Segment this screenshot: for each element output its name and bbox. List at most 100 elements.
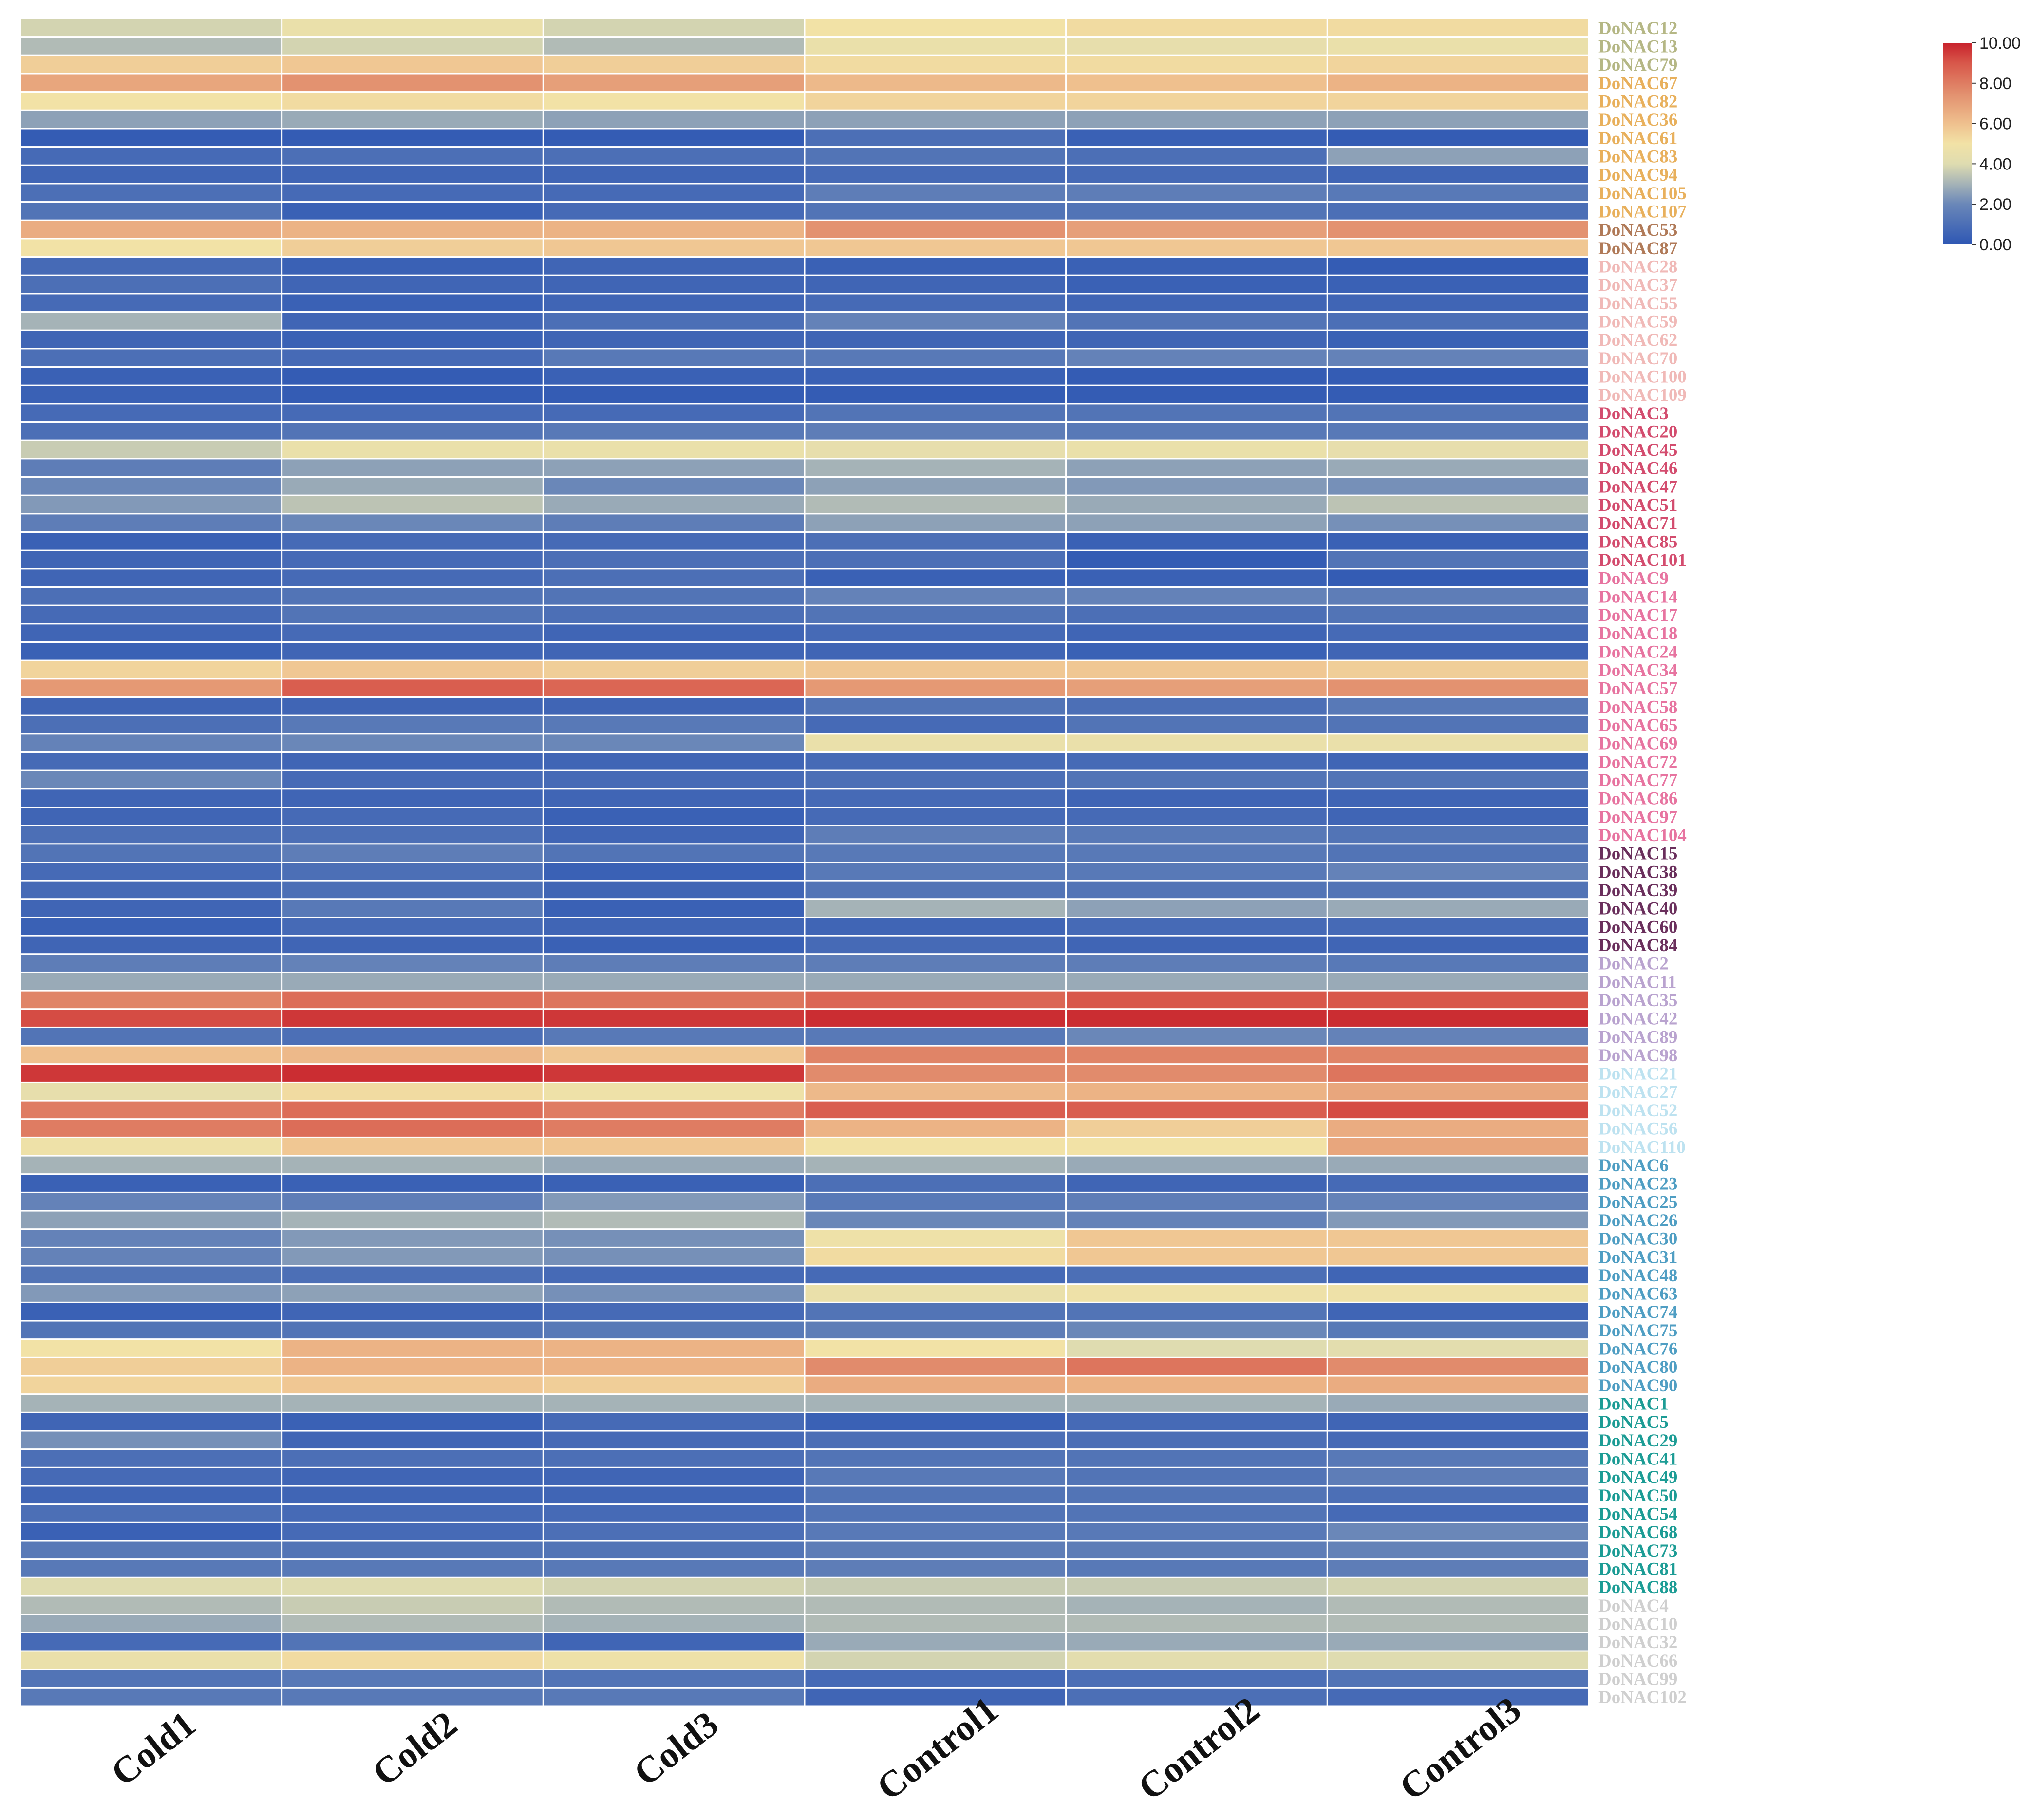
row-label: DoNAC110 xyxy=(1598,1137,1686,1157)
heatmap-cell xyxy=(281,183,544,203)
heatmap-cell xyxy=(281,73,544,93)
heatmap-cell xyxy=(542,1614,806,1633)
heatmap-cell xyxy=(1065,641,1328,661)
heatmap-cell xyxy=(804,311,1067,331)
heatmap-cell xyxy=(804,751,1067,771)
heatmap-cell xyxy=(804,641,1067,661)
heatmap-cell xyxy=(19,1393,283,1413)
row-label: DoNAC46 xyxy=(1598,459,1677,479)
heatmap-cell xyxy=(1065,164,1328,185)
heatmap-cell xyxy=(542,1558,806,1578)
row-label: DoNAC68 xyxy=(1598,1522,1677,1542)
heatmap-cell xyxy=(1065,183,1328,203)
heatmap-cell xyxy=(1065,1210,1328,1230)
heatmap-cell xyxy=(804,659,1067,680)
heatmap-cell xyxy=(19,293,283,313)
heatmap-cell xyxy=(804,1576,1067,1597)
row-label: DoNAC37 xyxy=(1598,275,1677,295)
row-label: DoNAC28 xyxy=(1598,257,1677,277)
heatmap-cell xyxy=(542,990,806,1010)
heatmap-cell xyxy=(1065,1136,1328,1157)
heatmap-cell xyxy=(1065,916,1328,937)
heatmap-cell xyxy=(19,329,283,350)
row-label: DoNAC104 xyxy=(1598,826,1687,845)
heatmap-cell xyxy=(542,54,806,75)
heatmap-cell xyxy=(281,1595,544,1615)
heatmap-cell xyxy=(542,1503,806,1523)
heatmap-cell xyxy=(1326,54,1590,75)
heatmap-cell xyxy=(542,293,806,313)
row-label: DoNAC3 xyxy=(1598,404,1669,424)
heatmap-cell xyxy=(1326,1393,1590,1413)
heatmap-cell xyxy=(542,586,806,606)
heatmap-cell xyxy=(1326,1283,1590,1303)
heatmap-cell xyxy=(1326,146,1590,166)
heatmap-cell xyxy=(1065,1521,1328,1542)
heatmap-cell xyxy=(542,641,806,661)
heatmap-cell xyxy=(1326,1356,1590,1377)
heatmap-cell xyxy=(281,421,544,441)
heatmap-cell xyxy=(1326,1265,1590,1285)
row-label: DoNAC88 xyxy=(1598,1577,1677,1597)
heatmap-cell xyxy=(1065,91,1328,111)
heatmap-cell xyxy=(542,403,806,423)
heatmap-cell xyxy=(1326,678,1590,698)
heatmap-cell xyxy=(1065,1632,1328,1652)
heatmap-cell xyxy=(804,898,1067,918)
heatmap-cell xyxy=(19,1301,283,1322)
row-label: DoNAC85 xyxy=(1598,532,1677,552)
heatmap-cell xyxy=(804,1687,1067,1707)
row-label: DoNAC39 xyxy=(1598,881,1677,901)
heatmap-cell xyxy=(1326,274,1590,295)
heatmap-cell xyxy=(542,953,806,973)
heatmap-cell xyxy=(281,641,544,661)
heatmap-cell xyxy=(542,1173,806,1193)
heatmap-cell xyxy=(804,384,1067,405)
heatmap-cell xyxy=(804,1503,1067,1523)
heatmap-cell xyxy=(1326,1503,1590,1523)
heatmap-cell xyxy=(19,1191,283,1212)
heatmap-cell xyxy=(1065,476,1328,496)
heatmap-cell xyxy=(804,714,1067,735)
legend-tick-label: 10.00 xyxy=(1979,34,2021,53)
row-label: DoNAC79 xyxy=(1598,55,1677,75)
heatmap-cell xyxy=(281,1173,544,1193)
heatmap-cell xyxy=(804,971,1067,992)
heatmap-cell xyxy=(1326,421,1590,441)
heatmap-cell xyxy=(804,1136,1067,1157)
row-label: DoNAC49 xyxy=(1598,1467,1677,1487)
heatmap-cell xyxy=(1326,439,1590,460)
column-label: Control3 xyxy=(1392,1689,1528,1808)
heatmap-cell xyxy=(19,714,283,735)
row-label: DoNAC9 xyxy=(1598,569,1669,589)
heatmap-cell xyxy=(1065,788,1328,808)
heatmap-cell xyxy=(281,862,544,882)
heatmap-cell xyxy=(19,256,283,276)
row-label: DoNAC56 xyxy=(1598,1119,1677,1139)
heatmap-cell xyxy=(542,1008,806,1028)
heatmap-cell xyxy=(804,788,1067,808)
heatmap-cell xyxy=(1065,1393,1328,1413)
heatmap-cell xyxy=(1065,1540,1328,1560)
row-label: DoNAC73 xyxy=(1598,1541,1677,1561)
heatmap-cell xyxy=(19,1375,283,1395)
heatmap-cell xyxy=(542,458,806,478)
heatmap-cell xyxy=(19,549,283,570)
row-label: DoNAC100 xyxy=(1598,367,1687,387)
heatmap-cell xyxy=(542,164,806,185)
heatmap-cell xyxy=(281,1669,544,1689)
heatmap-cell xyxy=(542,1576,806,1597)
heatmap-cell xyxy=(804,91,1067,111)
heatmap-cell xyxy=(1326,256,1590,276)
heatmap-cell xyxy=(281,18,544,38)
heatmap-cell xyxy=(542,348,806,368)
heatmap-cell xyxy=(804,1118,1067,1138)
row-label: DoNAC2 xyxy=(1598,954,1669,974)
row-label: DoNAC102 xyxy=(1598,1688,1687,1707)
heatmap-cell xyxy=(281,604,544,625)
heatmap-cell xyxy=(1326,807,1590,826)
row-label: DoNAC24 xyxy=(1598,642,1677,662)
heatmap-cell xyxy=(542,935,806,955)
heatmap-cell xyxy=(1326,623,1590,643)
heatmap-cell xyxy=(804,1045,1067,1065)
